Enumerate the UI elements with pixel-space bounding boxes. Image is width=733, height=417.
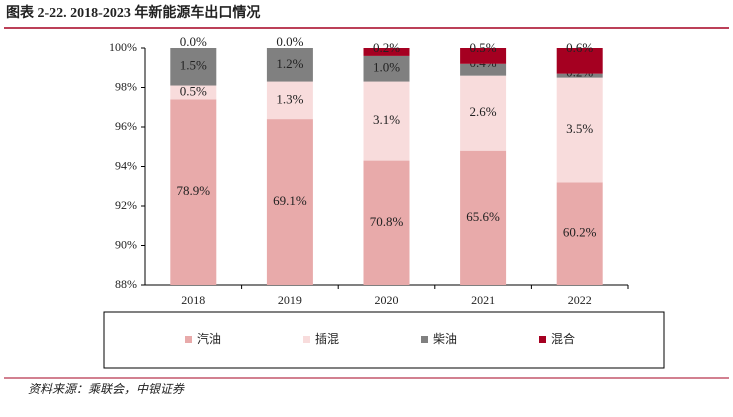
x-tick-label: 2020 <box>375 293 399 307</box>
data-label: 0.0% <box>180 34 207 49</box>
bar-segment <box>460 63 507 76</box>
data-label: 0.0% <box>276 34 303 49</box>
data-label: 3.5% <box>566 121 593 136</box>
bar-segment <box>460 48 507 64</box>
bar-segment <box>363 55 410 82</box>
bar-segment <box>363 48 410 56</box>
y-tick-label: 90% <box>115 237 137 251</box>
x-tick-label: 2021 <box>471 293 495 307</box>
bar-segment <box>460 75 507 151</box>
data-label: 0.6% <box>566 40 593 55</box>
legend-swatch <box>185 336 192 343</box>
bar-segment <box>170 99 217 285</box>
data-label: 65.6% <box>466 209 500 224</box>
bar-segment <box>363 81 410 161</box>
legend-label: 柴油 <box>433 332 457 346</box>
bar-segment <box>170 85 217 100</box>
bar-segment <box>266 48 313 82</box>
data-label: 3.1% <box>373 112 400 127</box>
bar-segment <box>556 77 603 183</box>
bar-segment <box>170 48 217 86</box>
data-label: 1.3% <box>276 91 303 106</box>
data-label: 69.1% <box>273 193 307 208</box>
data-label: 1.0% <box>373 60 400 75</box>
data-label: 0.5% <box>470 40 497 55</box>
legend-swatch <box>421 336 428 343</box>
bar-segment <box>460 150 507 285</box>
y-tick-label: 100% <box>109 40 137 54</box>
source: 资料来源：乘联会，中银证券 <box>28 382 185 396</box>
data-label: 0.5% <box>180 83 207 98</box>
y-tick-label: 88% <box>115 277 137 291</box>
y-tick-label: 96% <box>115 119 137 133</box>
y-tick-label: 98% <box>115 79 137 93</box>
bar-segment <box>556 73 603 78</box>
data-label: 1.5% <box>180 58 207 73</box>
legend-label: 混合 <box>551 331 575 346</box>
y-tick-label: 94% <box>115 158 137 172</box>
bar-segment <box>556 48 603 74</box>
data-label: 70.8% <box>370 214 404 229</box>
data-label: 1.2% <box>276 56 303 71</box>
bar-segment <box>266 119 313 285</box>
chart-title: 图表 2-22. 2018-2023 年新能源车出口情况 <box>6 4 260 21</box>
data-label: 78.9% <box>177 183 211 198</box>
x-tick-label: 2022 <box>568 293 592 307</box>
x-tick-label: 2018 <box>181 293 205 307</box>
legend-label: 插混 <box>315 332 339 346</box>
bar-segment <box>363 160 410 285</box>
y-tick-label: 92% <box>115 198 137 212</box>
data-label: 0.2% <box>373 40 400 55</box>
bar-segment <box>556 182 603 285</box>
legend-box <box>103 311 665 369</box>
data-label: 2.6% <box>470 104 497 119</box>
legend-swatch <box>539 336 546 343</box>
bar-segment <box>266 81 313 120</box>
legend-swatch <box>303 336 310 343</box>
data-label: 60.2% <box>563 225 597 240</box>
x-tick-label: 2019 <box>278 293 302 307</box>
legend-label: 汽油 <box>197 331 221 346</box>
